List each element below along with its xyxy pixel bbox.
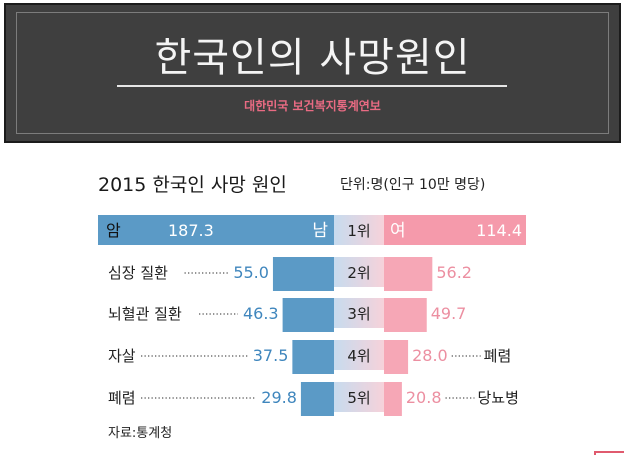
female-value-label: 56.2 (436, 263, 472, 282)
male-value-label: 37.5 (253, 346, 289, 365)
banner-title: 한국인의 사망원인 (154, 35, 471, 81)
female-bar (384, 298, 427, 332)
male-bar (98, 215, 334, 245)
female-value-label: 49.7 (431, 304, 467, 323)
female-tag: 여 (390, 221, 406, 241)
rank-cell (334, 340, 384, 370)
rank-label: 2위 (347, 264, 370, 282)
banner-frame: 한국인의 사망원인 대한민국 보건복지통계연보 (16, 12, 609, 134)
chart-title: 2015 한국인 사망 원인 (98, 174, 287, 196)
female-bar (384, 215, 526, 245)
rank-cell (334, 298, 384, 328)
cause-label: 폐렴 (484, 347, 512, 365)
cause-label: 폐렴 (108, 389, 136, 407)
banner-subtitle: 대한민국 보건복지통계연보 (244, 99, 381, 113)
male-value-label: 187.3 (168, 221, 214, 240)
chart-unit-label: 단위:명(인구 10만 명당) (340, 177, 486, 193)
rank-label: 5위 (347, 389, 370, 407)
corner-mark (594, 451, 624, 455)
rank-cell (334, 382, 384, 412)
rank-label: 3위 (347, 305, 370, 323)
male-bar (292, 340, 334, 374)
cause-label: 당뇨병 (477, 389, 518, 407)
female-value-label: 114.4 (476, 221, 522, 240)
rank-label: 1위 (347, 222, 370, 240)
source-note: 자료:통계청 (108, 426, 173, 441)
male-tag: 남 (312, 221, 328, 241)
title-banner: 한국인의 사망원인 대한민국 보건복지통계연보 (4, 3, 621, 143)
female-value-label: 20.8 (406, 388, 442, 407)
male-value-label: 29.8 (261, 388, 297, 407)
male-bar (282, 298, 334, 332)
rank-cell (334, 215, 384, 245)
male-value-label: 46.3 (243, 304, 279, 323)
male-bar (300, 382, 334, 416)
female-bar (384, 382, 402, 416)
cause-label: 뇌혈관 질환 (108, 305, 182, 323)
male-value-label: 55.0 (233, 263, 269, 282)
cause-label: 심장 질환 (108, 264, 168, 282)
female-value-label: 28.0 (412, 346, 448, 365)
female-bar (384, 340, 409, 374)
rank-cell (334, 257, 384, 287)
banner-divider (117, 85, 507, 87)
cause-label: 암 (106, 221, 121, 240)
cause-label: 자살 (108, 347, 136, 365)
rank-label: 4위 (347, 347, 370, 365)
male-bar (272, 257, 334, 291)
female-bar (384, 257, 433, 291)
